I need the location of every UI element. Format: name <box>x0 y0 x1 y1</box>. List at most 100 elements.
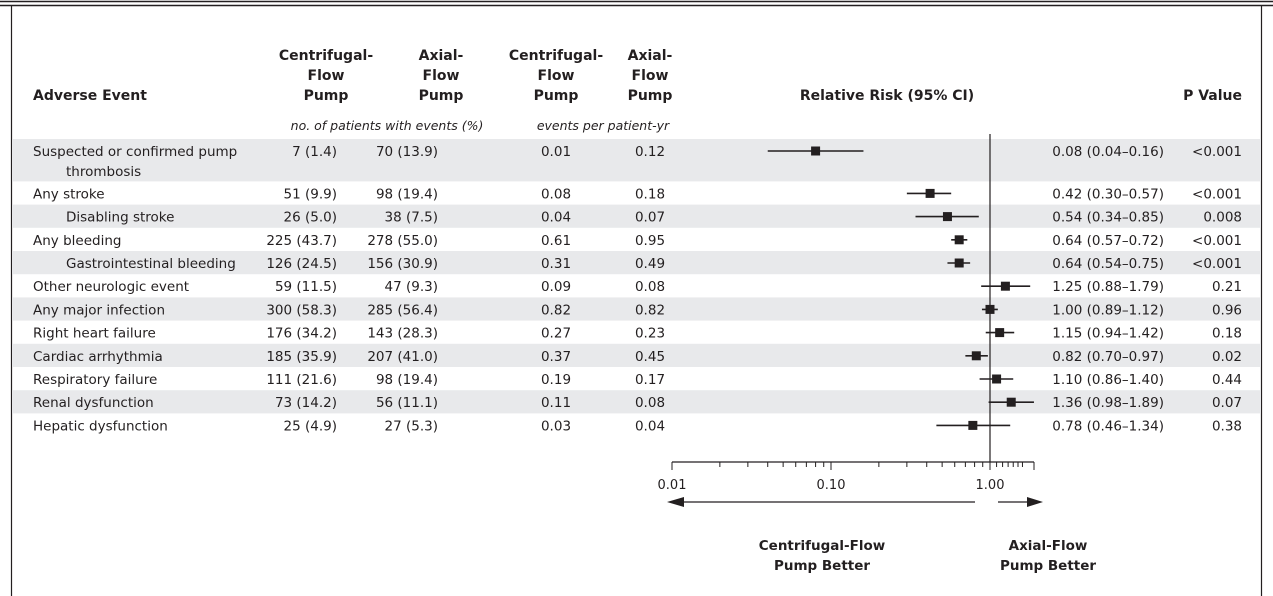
cell-cf-rate: 0.37 <box>541 349 571 365</box>
cell-ax-rate: 0.82 <box>635 302 665 318</box>
header-ax-pump-line: Axial- <box>419 48 464 64</box>
cell-cf-patients: 26 (5.0) <box>284 210 337 226</box>
direction-labels: Centrifugal-Flow Pump Better Axial-Flow Pum… <box>667 497 1096 574</box>
cell-ax-patients: 207 (41.0) <box>367 349 438 365</box>
table-rows: Suspected or confirmed pump thrombosis 7 (… <box>33 144 1242 434</box>
cell-p-value: <0.001 <box>1192 144 1242 160</box>
cell-ax-rate: 0.08 <box>635 395 665 411</box>
cell-ax-rate: 0.23 <box>635 326 665 342</box>
cell-cf-rate: 0.31 <box>541 256 571 272</box>
cell-ax-patients: 278 (55.0) <box>367 233 438 249</box>
cell-relative-risk: 1.36 (0.98–1.89) <box>1052 395 1164 411</box>
cell-ax-patients: 56 (11.1) <box>376 395 438 411</box>
cell-cf-rate: 0.61 <box>541 233 571 249</box>
cell-p-value: 0.44 <box>1212 372 1242 388</box>
cell-cf-rate: 0.08 <box>541 186 571 202</box>
column-headers: Adverse Event Centrifugal- Flow Pump Axial- F… <box>33 48 1242 133</box>
cell-ax-patients: 98 (19.4) <box>376 372 438 388</box>
cell-event: Suspected or confirmed pump <box>33 144 237 160</box>
header-ax-pump-line: Flow <box>423 68 460 84</box>
cell-cf-patients: 225 (43.7) <box>266 233 337 249</box>
cell-p-value: <0.001 <box>1192 256 1242 272</box>
axis-tick-label: 0.10 <box>817 478 846 493</box>
cell-event: Any major infection <box>33 302 165 318</box>
header-p-value: P Value <box>1183 88 1242 104</box>
cell-cf-rate: 0.82 <box>541 302 571 318</box>
cell-p-value: <0.001 <box>1192 233 1242 249</box>
cell-relative-risk: 0.54 (0.34–0.85) <box>1052 210 1164 226</box>
header-adverse-event: Adverse Event <box>33 88 147 104</box>
point-estimate <box>992 374 1002 384</box>
cell-p-value: 0.008 <box>1203 210 1242 226</box>
cell-p-value: 0.07 <box>1212 395 1242 411</box>
cell-p-value: 0.38 <box>1212 418 1242 434</box>
row-shade <box>12 343 1261 367</box>
point-estimate <box>1000 281 1010 291</box>
header-cf-pump-line: Centrifugal- <box>279 48 373 64</box>
table-row: Gastrointestinal bleeding 126 (24.5) 156 (… <box>66 256 1242 272</box>
cell-relative-risk: 0.08 (0.04–0.16) <box>1052 144 1164 160</box>
cell-event: Any stroke <box>33 186 105 202</box>
cell-cf-rate: 0.11 <box>541 395 571 411</box>
forest-plot <box>767 134 1034 462</box>
cell-cf-patients: 25 (4.9) <box>284 418 337 434</box>
cell-ax-rate: 0.08 <box>635 279 665 295</box>
cell-ax-patients: 285 (56.4) <box>367 302 438 318</box>
direction-label-left: Pump Better <box>774 558 870 574</box>
table-row: Other neurologic event 59 (11.5) 47 (9.3) 0… <box>33 279 1242 295</box>
cell-ax-patients: 38 (7.5) <box>385 210 438 226</box>
cell-cf-patients: 59 (11.5) <box>275 279 337 295</box>
point-estimate <box>954 258 964 268</box>
x-axis: 0.01 0.10 1.00 <box>658 461 1035 493</box>
header-cf-rate-line: Flow <box>538 68 575 84</box>
cell-cf-patients: 176 (34.2) <box>266 326 337 342</box>
cell-relative-risk: 1.15 (0.94–1.42) <box>1052 326 1164 342</box>
header-cf-rate-line: Centrifugal- <box>509 48 603 64</box>
cell-relative-risk: 1.10 (0.86–1.40) <box>1052 372 1164 388</box>
cell-ax-rate: 0.04 <box>635 418 665 434</box>
cell-cf-rate: 0.19 <box>541 372 571 388</box>
subheader-patients-with-events: no. of patients with events (%) <box>291 118 484 133</box>
point-estimate <box>971 351 981 361</box>
cell-event: Right heart failure <box>33 326 156 342</box>
cell-relative-risk: 1.00 (0.89–1.12) <box>1052 302 1164 318</box>
cell-ax-patients: 27 (5.3) <box>385 418 438 434</box>
cell-ax-patients: 143 (28.3) <box>367 326 438 342</box>
point-estimate <box>985 304 995 314</box>
cell-cf-rate: 0.09 <box>541 279 571 295</box>
table-row: Disabling stroke 26 (5.0) 38 (7.5) 0.04 0.07… <box>66 210 1242 226</box>
cell-cf-patients: 73 (14.2) <box>275 395 337 411</box>
cell-ax-rate: 0.17 <box>635 372 665 388</box>
point-estimate <box>942 212 952 222</box>
cell-event: Hepatic dysfunction <box>33 418 168 434</box>
cell-relative-risk: 0.42 (0.30–0.57) <box>1052 186 1164 202</box>
row-shade <box>12 139 1261 182</box>
point-estimate <box>995 328 1005 338</box>
cell-ax-rate: 0.95 <box>635 233 665 249</box>
left-arrow-head <box>667 497 684 507</box>
point-estimate <box>925 188 935 198</box>
table-row: Renal dysfunction 73 (14.2) 56 (11.1) 0.11 0… <box>33 395 1242 411</box>
direction-label-right: Pump Better <box>1000 558 1096 574</box>
cell-relative-risk: 1.25 (0.88–1.79) <box>1052 279 1164 295</box>
cell-p-value: 0.21 <box>1212 279 1242 295</box>
cell-relative-risk: 0.64 (0.54–0.75) <box>1052 256 1164 272</box>
direction-label-right: Axial-Flow <box>1009 538 1088 554</box>
axis-tick-label: 0.01 <box>658 478 687 493</box>
cell-p-value: <0.001 <box>1192 186 1242 202</box>
header-ax-rate-line: Pump <box>628 88 673 104</box>
table-row: Any major infection 300 (58.3) 285 (56.4) 0… <box>33 302 1242 318</box>
header-cf-pump-line: Flow <box>308 68 345 84</box>
header-ax-pump-line: Pump <box>419 88 464 104</box>
cell-cf-patients: 51 (9.9) <box>284 186 337 202</box>
cell-event: Other neurologic event <box>33 279 189 295</box>
cell-cf-patients: 7 (1.4) <box>292 144 337 160</box>
table-row: Any stroke 51 (9.9) 98 (19.4) 0.08 0.18 0.42 … <box>33 186 1242 202</box>
cell-ax-rate: 0.18 <box>635 186 665 202</box>
header-relative-risk: Relative Risk (95% CI) <box>800 88 974 104</box>
row-shading <box>12 139 1261 414</box>
point-estimate <box>811 146 821 156</box>
cell-relative-risk: 0.82 (0.70–0.97) <box>1052 349 1164 365</box>
